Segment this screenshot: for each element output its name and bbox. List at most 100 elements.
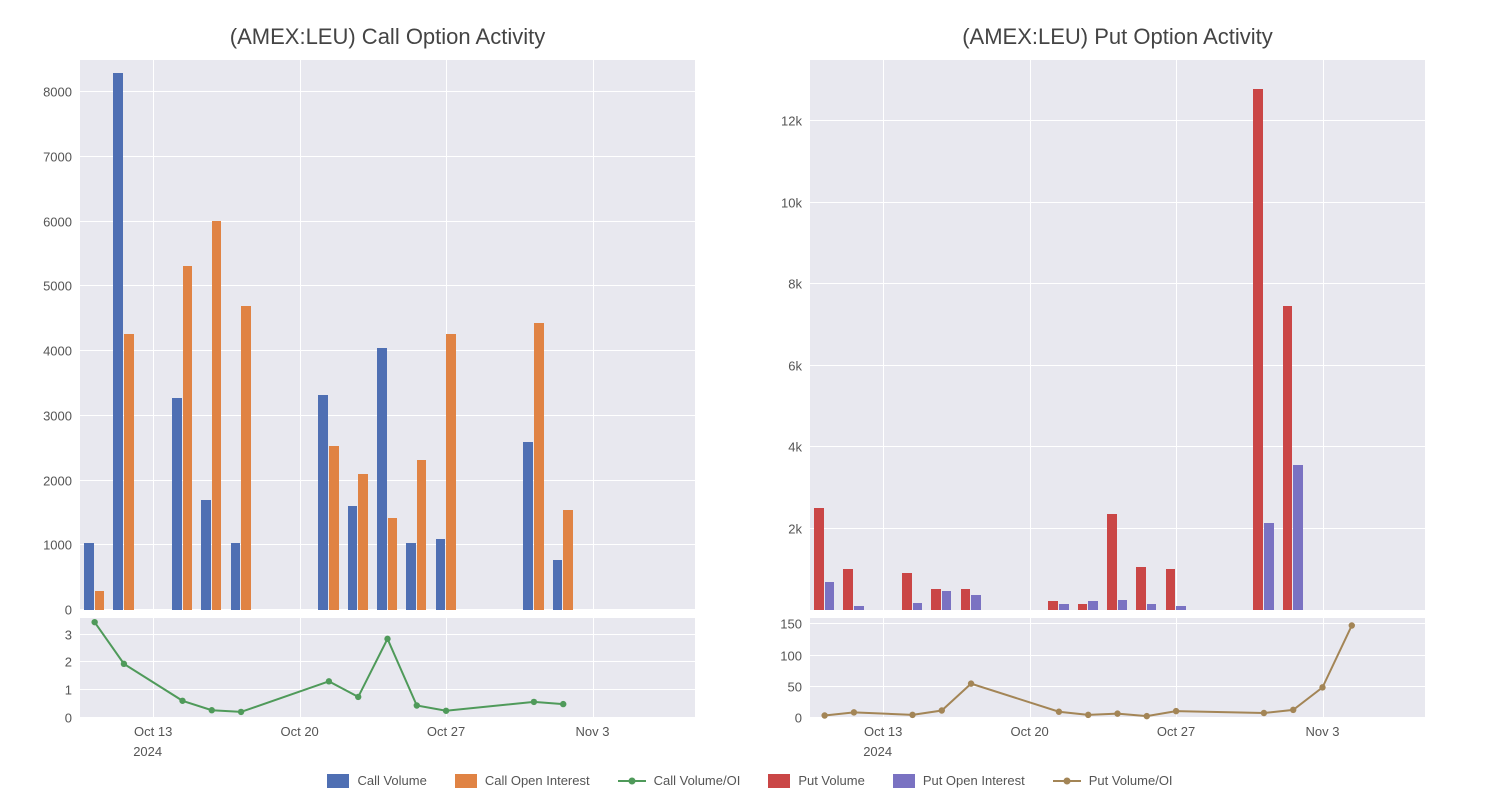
y-tick-label: 2000 xyxy=(43,473,80,488)
chart-bar xyxy=(1048,601,1058,610)
y-tick-label: 2k xyxy=(788,521,810,536)
legend-label: Call Volume xyxy=(357,773,426,788)
left-ratio-plot: 0123Oct 13Oct 20Oct 27Nov 32024 xyxy=(80,618,695,719)
chart-bar xyxy=(358,474,368,610)
chart-bar xyxy=(931,589,941,610)
left-chart-title: (AMEX:LEU) Call Option Activity xyxy=(80,24,695,50)
chart-bar xyxy=(814,508,824,610)
chart-bar xyxy=(553,560,563,610)
chart-bar xyxy=(318,395,328,610)
y-tick-label: 150 xyxy=(780,617,810,632)
chart-bar xyxy=(388,518,398,610)
y-tick-label: 8000 xyxy=(43,85,80,100)
chart-bar xyxy=(95,591,105,610)
chart-legend: Call Volume Call Open Interest Call Volume… xyxy=(0,773,1500,788)
x-tick-label: Nov 3 xyxy=(576,718,610,739)
chart-bar xyxy=(406,543,416,610)
chart-bar xyxy=(124,334,134,610)
chart-bar xyxy=(971,595,981,610)
chart-bar xyxy=(523,442,533,610)
legend-item: Put Open Interest xyxy=(893,773,1025,788)
chart-bar xyxy=(902,573,912,610)
chart-bar xyxy=(348,506,358,610)
legend-swatch xyxy=(1053,774,1081,788)
y-tick-label: 0 xyxy=(65,711,80,726)
chart-bar xyxy=(1166,569,1176,610)
chart-bar xyxy=(329,446,339,610)
y-tick-label: 1000 xyxy=(43,538,80,553)
x-tick-year-label: 2024 xyxy=(133,718,162,759)
chart-bar xyxy=(417,460,427,610)
y-tick-label: 3000 xyxy=(43,408,80,423)
chart-bar xyxy=(201,500,211,610)
legend-label: Call Volume/OI xyxy=(654,773,741,788)
y-tick-label: 0 xyxy=(65,603,80,618)
y-tick-label: 50 xyxy=(788,679,810,694)
left-bar-plot: 010002000300040005000600070008000 xyxy=(80,60,695,611)
chart-bar xyxy=(1176,606,1186,610)
chart-bar xyxy=(183,266,193,610)
y-tick-label: 2 xyxy=(65,655,80,670)
chart-bar xyxy=(961,589,971,610)
legend-item: Put Volume xyxy=(768,773,865,788)
right-chart-title: (AMEX:LEU) Put Option Activity xyxy=(810,24,1425,50)
chart-bar xyxy=(1107,514,1117,610)
chart-bar xyxy=(1059,604,1069,610)
chart-bar xyxy=(231,543,241,610)
right-ratio-plot: 050100150Oct 13Oct 20Oct 27Nov 32024 xyxy=(810,618,1425,719)
chart-bar xyxy=(1078,604,1088,610)
y-tick-label: 12k xyxy=(781,114,810,129)
chart-bar xyxy=(843,569,853,610)
x-tick-label: Nov 3 xyxy=(1306,718,1340,739)
chart-bar xyxy=(534,323,544,610)
chart-bar xyxy=(113,73,123,610)
chart-bar xyxy=(563,510,573,610)
legend-swatch xyxy=(893,774,915,788)
legend-swatch xyxy=(618,774,646,788)
chart-bar xyxy=(1253,89,1263,610)
chart-bar xyxy=(172,398,182,610)
chart-bar xyxy=(825,582,835,610)
legend-swatch xyxy=(768,774,790,788)
x-tick-label: Oct 27 xyxy=(427,718,465,739)
legend-label: Put Volume/OI xyxy=(1089,773,1173,788)
chart-bar xyxy=(436,539,446,610)
y-tick-label: 8k xyxy=(788,277,810,292)
y-tick-label: 1 xyxy=(65,683,80,698)
line-series xyxy=(810,618,1425,718)
chart-bar xyxy=(1136,567,1146,610)
y-tick-label: 4000 xyxy=(43,344,80,359)
legend-item: Put Volume/OI xyxy=(1053,773,1173,788)
chart-bar xyxy=(1088,601,1098,610)
y-tick-label: 7000 xyxy=(43,150,80,165)
chart-bar xyxy=(446,334,456,610)
legend-swatch xyxy=(327,774,349,788)
y-tick-label: 6000 xyxy=(43,214,80,229)
chart-bar xyxy=(1283,306,1293,610)
legend-label: Put Open Interest xyxy=(923,773,1025,788)
y-tick-label: 0 xyxy=(795,711,810,726)
chart-bar xyxy=(913,603,923,610)
legend-label: Call Open Interest xyxy=(485,773,590,788)
y-tick-label: 4k xyxy=(788,440,810,455)
legend-item: Call Open Interest xyxy=(455,773,590,788)
x-tick-label: Oct 20 xyxy=(280,718,318,739)
chart-bar xyxy=(942,591,952,610)
chart-bar xyxy=(1293,465,1303,610)
y-tick-label: 100 xyxy=(780,648,810,663)
x-tick-label: Oct 27 xyxy=(1157,718,1195,739)
chart-bar xyxy=(1118,600,1128,610)
chart-bar xyxy=(241,306,251,610)
x-tick-year-label: 2024 xyxy=(863,718,892,759)
y-tick-label: 5000 xyxy=(43,279,80,294)
chart-bar xyxy=(1264,523,1274,610)
y-tick-label: 3 xyxy=(65,627,80,642)
x-tick-label: Oct 20 xyxy=(1010,718,1048,739)
chart-bar xyxy=(84,543,94,610)
right-bar-plot: 2k4k6k8k10k12k xyxy=(810,60,1425,611)
legend-item: Call Volume/OI xyxy=(618,773,741,788)
y-tick-label: 6k xyxy=(788,358,810,373)
legend-swatch xyxy=(455,774,477,788)
legend-label: Put Volume xyxy=(798,773,865,788)
chart-bar xyxy=(854,606,864,610)
